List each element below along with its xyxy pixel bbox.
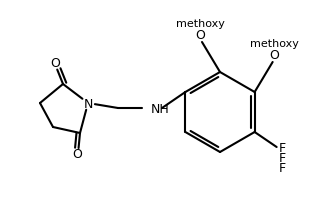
Text: F: F xyxy=(279,152,286,165)
Text: N: N xyxy=(83,98,93,111)
Text: F: F xyxy=(279,142,286,155)
Text: methoxy: methoxy xyxy=(176,19,224,29)
Text: methoxy: methoxy xyxy=(250,39,299,49)
Text: O: O xyxy=(50,57,60,70)
Text: O: O xyxy=(195,29,205,42)
Text: F: F xyxy=(279,163,286,176)
Text: O: O xyxy=(72,149,82,162)
Text: O: O xyxy=(270,48,280,61)
Text: NH: NH xyxy=(151,102,170,115)
